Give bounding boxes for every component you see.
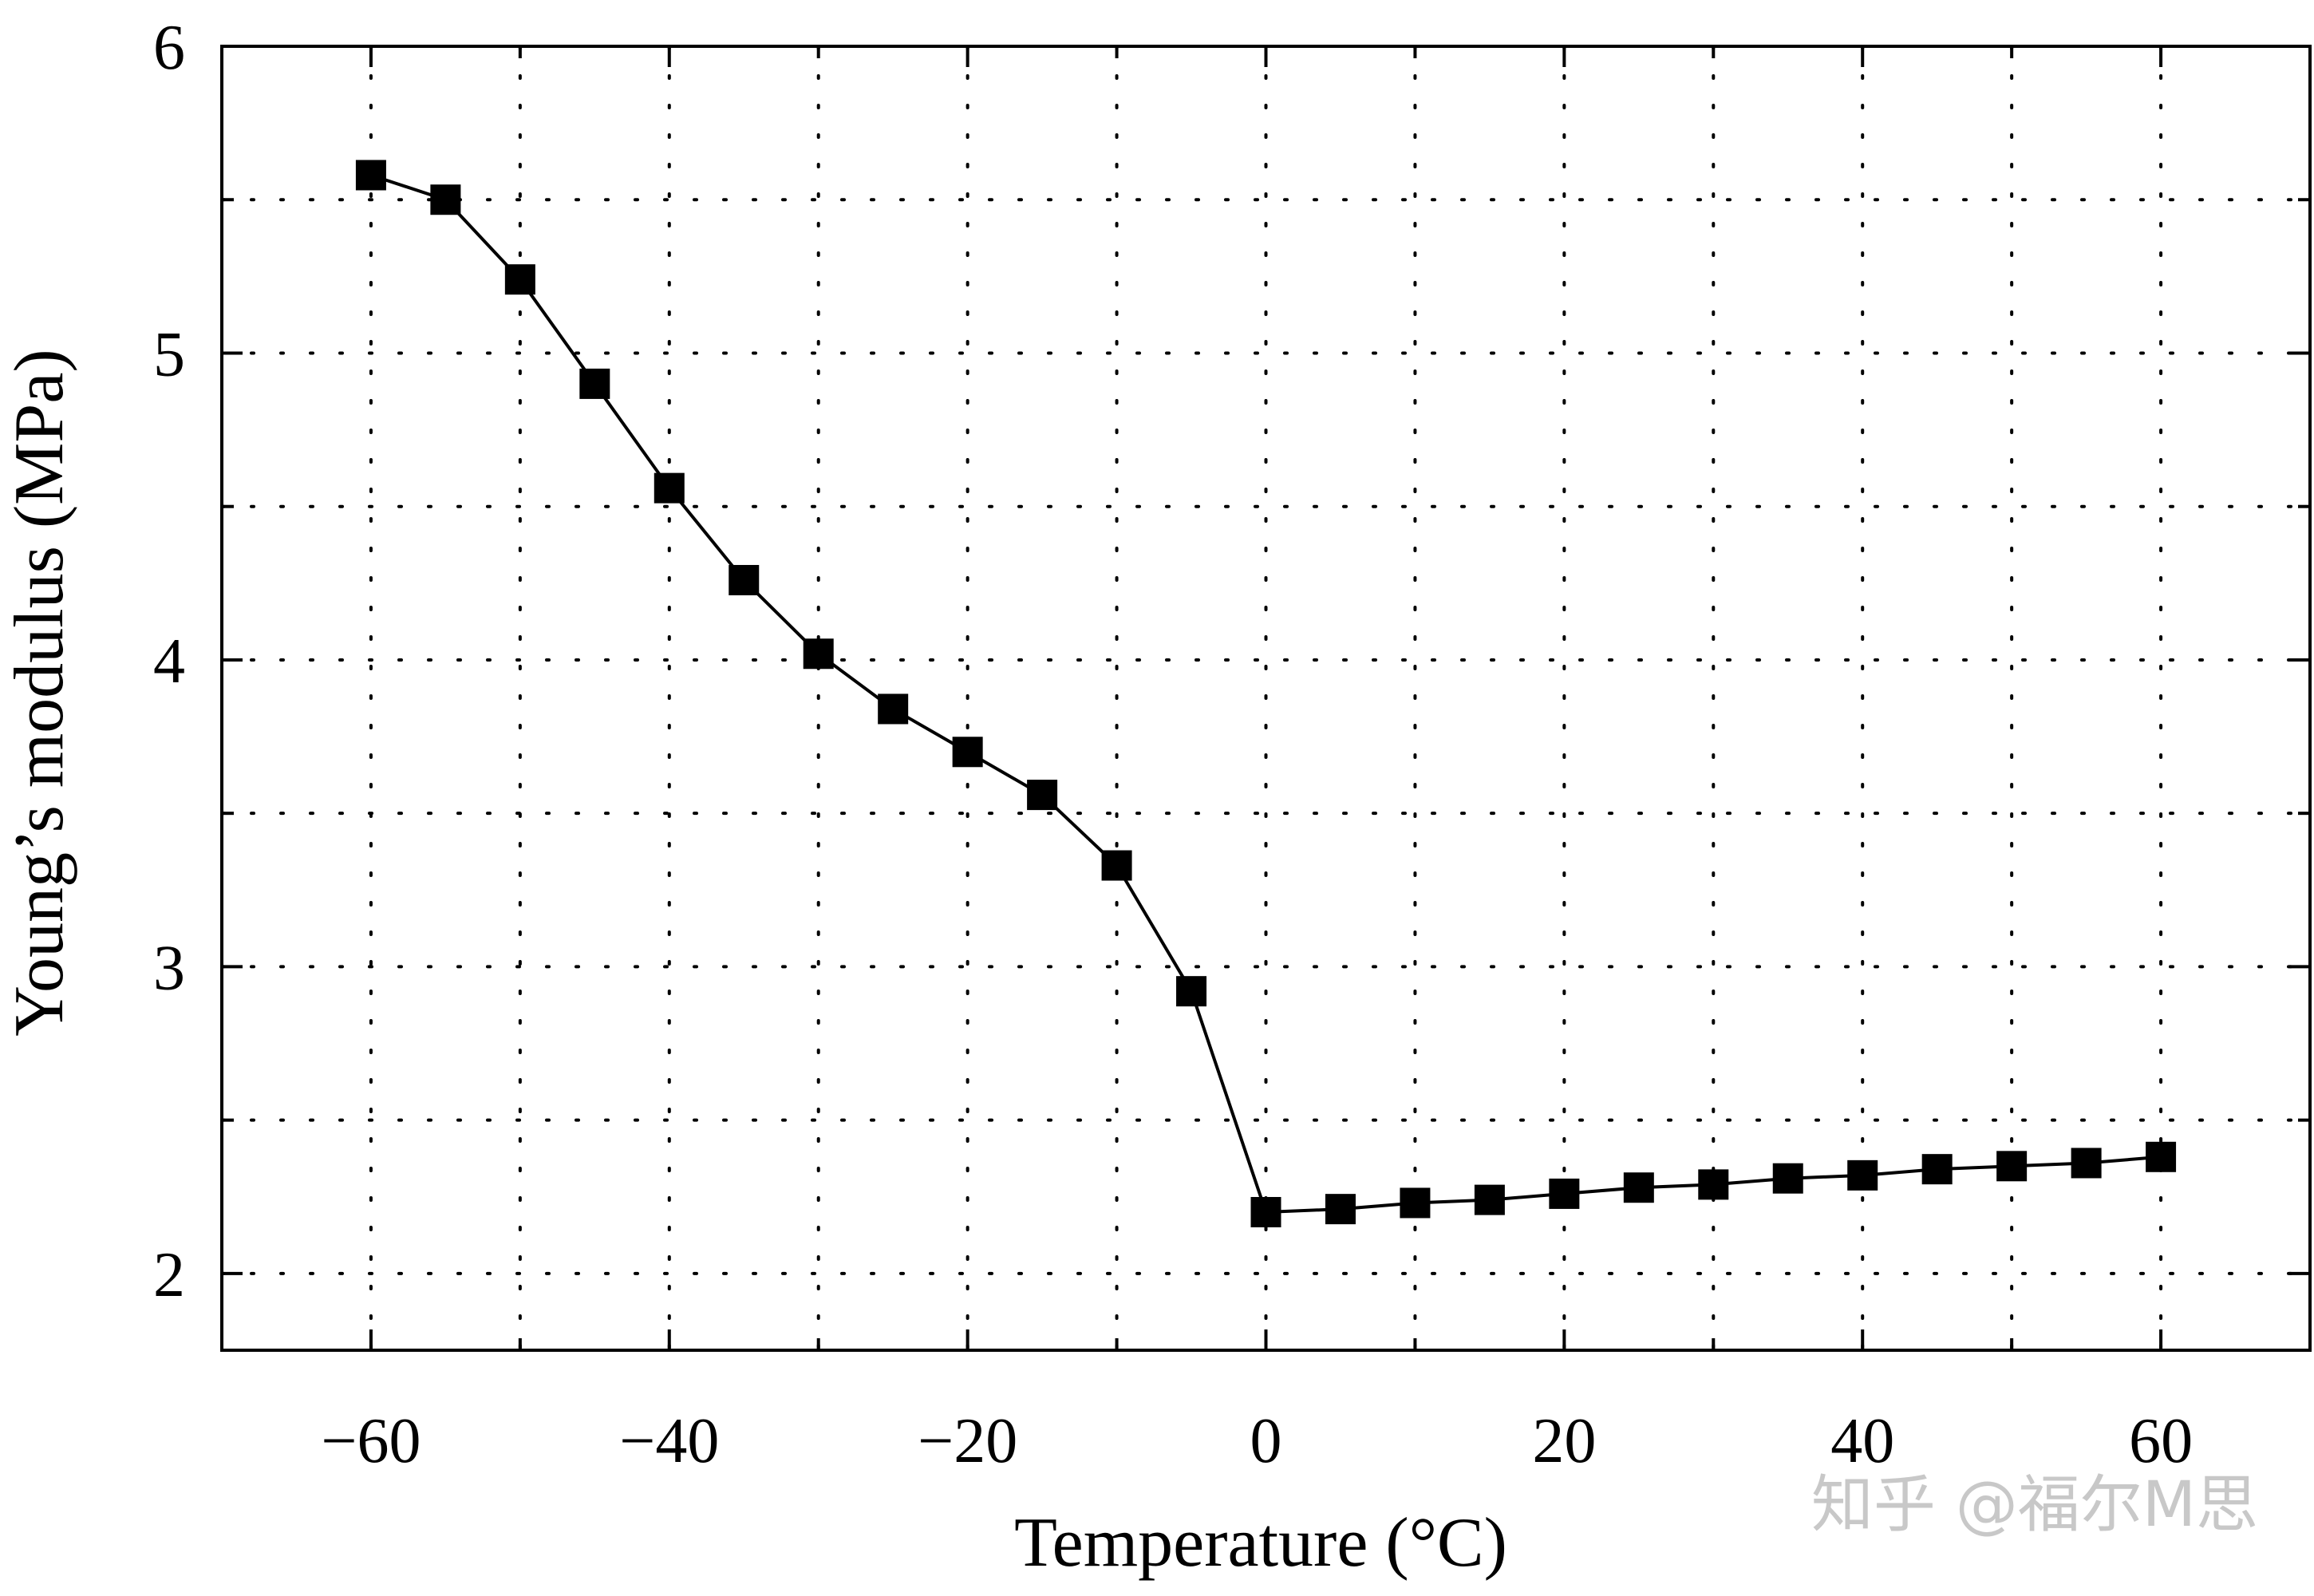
x-tick-label: −20 — [918, 1406, 1017, 1476]
x-tick-label: 20 — [1532, 1406, 1596, 1476]
data-point-marker — [1996, 1151, 2028, 1182]
data-point-marker — [1027, 780, 1058, 811]
x-tick-label: −60 — [321, 1406, 421, 1476]
watermark-text: 知乎 @福尔M思 — [1811, 1469, 2258, 1541]
x-tick-label: 0 — [1250, 1406, 1282, 1476]
data-point-marker — [2146, 1141, 2177, 1172]
data-point-marker — [1101, 850, 1132, 881]
y-tick-label: 2 — [153, 1240, 185, 1310]
data-point-marker — [1474, 1184, 1505, 1215]
data-point-marker — [2071, 1148, 2102, 1179]
x-axis-title: Temperature (°C) — [1014, 1504, 1507, 1582]
data-point-marker — [1921, 1154, 1953, 1185]
y-tick-label: 4 — [153, 626, 185, 697]
data-point-marker — [1176, 976, 1207, 1007]
data-point-marker — [952, 737, 983, 768]
data-point-marker — [803, 638, 834, 670]
x-tick-label: 40 — [1830, 1406, 1894, 1476]
data-point-marker — [1847, 1159, 1878, 1191]
grid — [220, 45, 2312, 1352]
y-tick-label: 5 — [153, 319, 185, 389]
data-point-marker — [1250, 1196, 1281, 1227]
data-point-marker — [355, 160, 386, 191]
data-point-marker — [1623, 1172, 1654, 1203]
series-line-and-markers — [355, 160, 2177, 1227]
data-point-marker — [654, 472, 685, 504]
data-point-marker — [1772, 1163, 1803, 1194]
y-tick-label: 3 — [153, 933, 185, 1003]
data-point-marker — [1549, 1178, 1580, 1209]
data-point-marker — [1400, 1187, 1431, 1219]
y-tick-label: 6 — [153, 13, 185, 83]
data-point-marker — [430, 184, 461, 215]
x-tick-label: 60 — [2129, 1406, 2193, 1476]
data-point-marker — [878, 693, 909, 725]
series-line — [370, 173, 2162, 1214]
y-tick-labels: 2 3 4 5 6 — [153, 13, 185, 1310]
data-point-marker — [579, 368, 610, 399]
y-axis-title: Young’s modulus (MPa) — [1, 349, 78, 1036]
data-point-marker — [504, 264, 535, 295]
data-point-marker — [1325, 1194, 1356, 1225]
data-point-marker — [729, 564, 760, 595]
axes — [220, 45, 2312, 1352]
x-tick-labels: −60 −40 −20 0 20 40 60 — [321, 1406, 2193, 1476]
x-tick-label: −40 — [619, 1406, 719, 1476]
data-point-marker — [1698, 1169, 1729, 1200]
